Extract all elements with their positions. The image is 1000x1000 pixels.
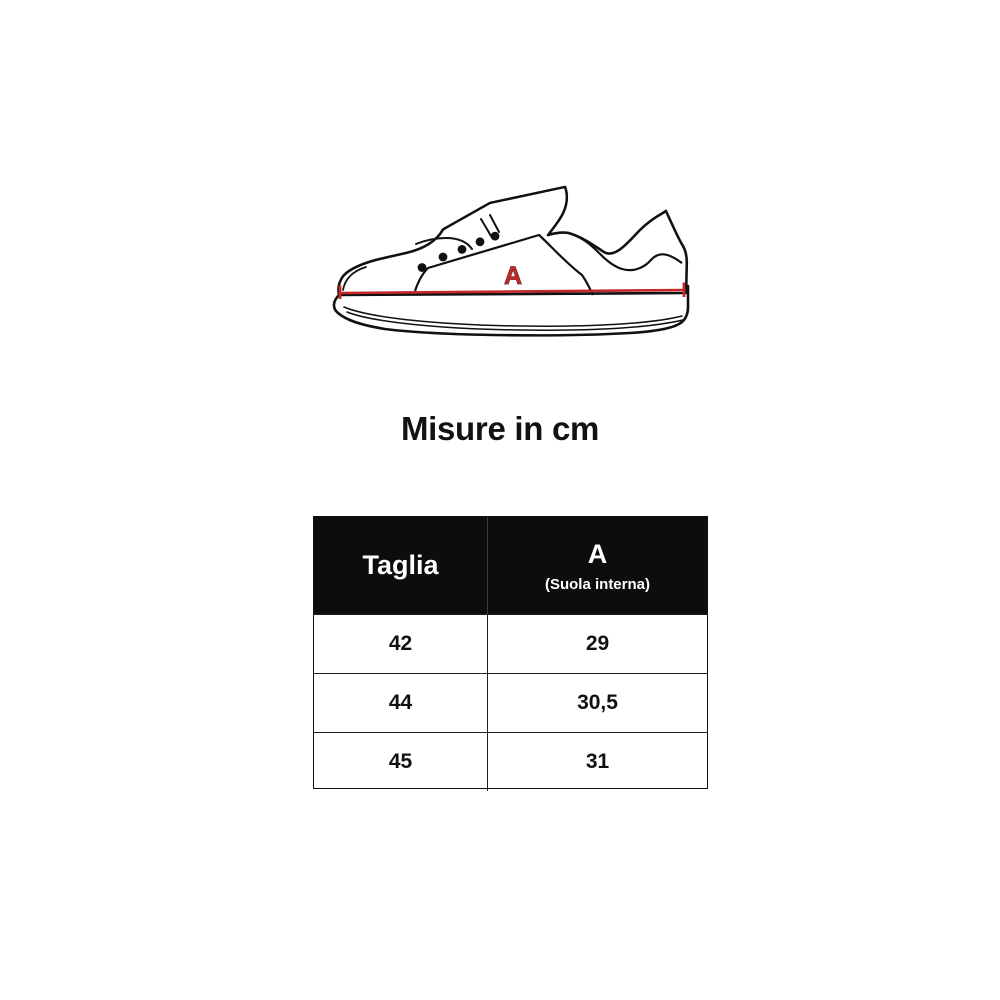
svg-text:A: A: [504, 262, 522, 290]
